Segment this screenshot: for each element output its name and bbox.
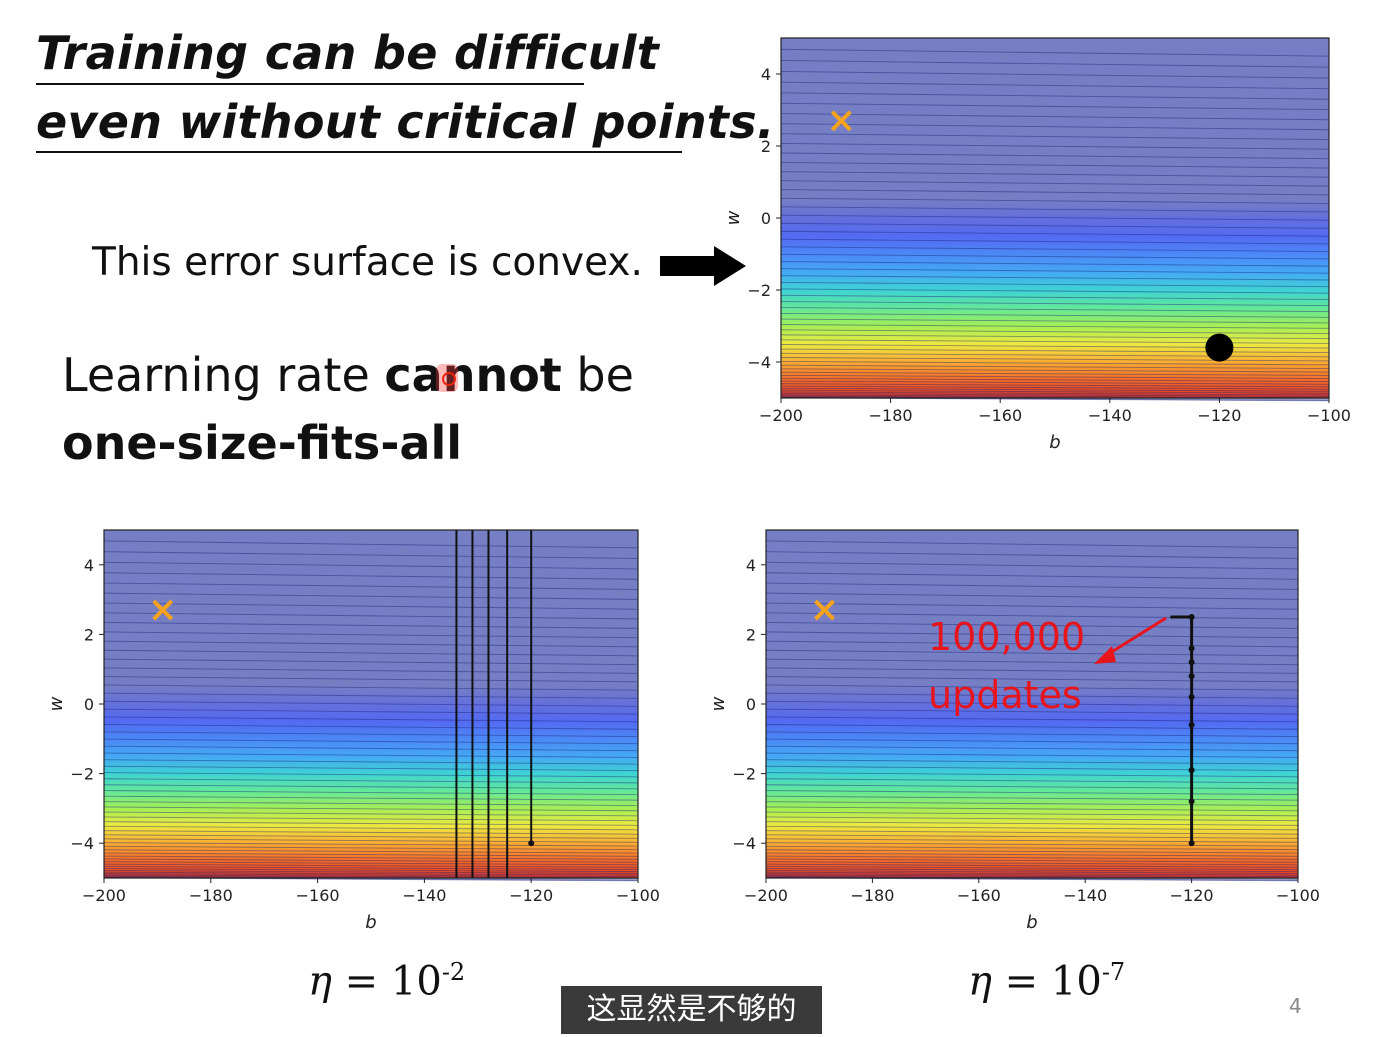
- x-tick-label: −200: [744, 886, 788, 905]
- x-tick-label: −120: [1197, 406, 1241, 425]
- learning-rate-statement-line2: one-size-fits-all: [62, 416, 462, 470]
- surface-fill: [104, 530, 638, 878]
- gd-small-lr-plot: −200 −180 −160 −140 −120 −100 −4 −2 0 2 4 b w 100,000…: [708, 529, 1320, 933]
- eta-exp: -7: [1101, 958, 1126, 986]
- trajectory-point: [1188, 721, 1195, 728]
- y-tick-label: 2: [761, 137, 771, 156]
- target-x-icon: [814, 599, 835, 621]
- eta-eq: = 10: [331, 958, 442, 1005]
- trajectory-point: [1188, 798, 1195, 805]
- trajectory-point: [1188, 614, 1195, 620]
- y-tick-label: 2: [84, 625, 94, 644]
- x-tick-label: −180: [869, 406, 913, 425]
- lr-prefix: Learning rate: [62, 348, 385, 402]
- pointer-dot-icon: [442, 372, 456, 386]
- trajectory-point: [1188, 694, 1195, 701]
- video-subtitle: 这显然是不够的: [561, 986, 822, 1034]
- x-axis-label: b: [1026, 912, 1037, 933]
- page-number: 4: [1289, 994, 1302, 1018]
- gd-large-lr-plot: −200 −180 −160 −140 −120 −100 −4 −2 0 2 4 b w: [46, 529, 660, 933]
- x-tick-label: −120: [509, 886, 553, 905]
- x-tick-label: −180: [850, 886, 894, 905]
- trajectory-path: [1170, 615, 1194, 844]
- x-tick-label: −180: [189, 886, 233, 905]
- lr-bold: cannot: [384, 348, 562, 402]
- surface-fill: [781, 38, 1329, 398]
- x-tick-label: −100: [1276, 886, 1320, 905]
- annotation-line2: updates: [928, 673, 1082, 717]
- eta-left-label: η = 10-2: [308, 958, 465, 1004]
- contour-lines: [780, 48, 1330, 402]
- title-underline-1: [36, 83, 584, 85]
- y-tick-label: 4: [761, 65, 771, 84]
- right-arrow-icon: [660, 246, 746, 286]
- y-tick-label: −2: [747, 281, 771, 300]
- eta-symbol: η: [308, 958, 332, 1005]
- y-tick-label: 2: [746, 625, 756, 644]
- y-tick-label: −4: [732, 834, 756, 853]
- eta-eq: = 10: [991, 958, 1102, 1005]
- lr-suffix: be: [561, 348, 634, 402]
- y-tick-label: −4: [70, 834, 94, 853]
- eta-right-label: η = 10-7: [968, 958, 1125, 1004]
- trajectory-start-point: [528, 840, 535, 847]
- y-tick-label: 4: [746, 556, 756, 575]
- y-axis-label: w: [708, 696, 729, 711]
- x-tick-label: −140: [1088, 406, 1132, 425]
- target-x-icon: [830, 110, 852, 132]
- eta-exp: -2: [441, 958, 466, 986]
- trajectory-point: [1188, 840, 1195, 847]
- trajectory-point: [1188, 767, 1195, 774]
- x-tick-label: −160: [296, 886, 340, 905]
- x-tick-label: −120: [1170, 886, 1214, 905]
- x-tick-label: −140: [1063, 886, 1107, 905]
- contour-lines: [765, 540, 1299, 882]
- error-surface-plot: −200 −180 −160 −140 −120 −100 −4 −2 0 2 4 b w: [723, 37, 1351, 453]
- trajectory-point: [1188, 659, 1195, 666]
- trajectory-point: [1188, 645, 1195, 652]
- slide-title-line2: even without critical points.: [36, 95, 775, 149]
- convex-statement: This error surface is convex.: [92, 240, 643, 285]
- x-tick-label: −100: [616, 886, 660, 905]
- x-tick-label: −200: [759, 406, 803, 425]
- slide-title-line1: Training can be difficult: [36, 26, 659, 80]
- start-point-icon: [1205, 333, 1234, 362]
- x-axis-label: b: [1049, 432, 1060, 453]
- y-tick-label: 0: [746, 695, 756, 714]
- contour-lines: [103, 540, 639, 882]
- surface-fill: [766, 530, 1298, 878]
- x-axis-label: b: [365, 912, 376, 933]
- x-tick-label: −100: [1307, 406, 1351, 425]
- y-axis-label: w: [723, 210, 744, 225]
- y-tick-label: −2: [732, 765, 756, 784]
- title-underline-2: [36, 151, 682, 153]
- annotation-arrowhead-icon: [1094, 646, 1116, 664]
- learning-rate-statement: Learning rate cannot be: [62, 348, 634, 402]
- y-tick-label: −4: [747, 353, 771, 372]
- trajectory-point: [1188, 673, 1195, 680]
- x-tick-label: −200: [82, 886, 126, 905]
- y-tick-label: 0: [761, 209, 771, 228]
- x-tick-label: −160: [957, 886, 1001, 905]
- target-x-icon: [152, 599, 174, 621]
- x-tick-label: −160: [978, 406, 1022, 425]
- y-tick-label: 0: [84, 695, 94, 714]
- y-tick-label: −2: [70, 765, 94, 784]
- y-axis-label: w: [46, 696, 67, 711]
- x-tick-label: −140: [402, 886, 446, 905]
- eta-symbol: η: [968, 958, 992, 1005]
- annotation-line1: 100,000: [928, 615, 1085, 659]
- y-tick-label: 4: [84, 556, 94, 575]
